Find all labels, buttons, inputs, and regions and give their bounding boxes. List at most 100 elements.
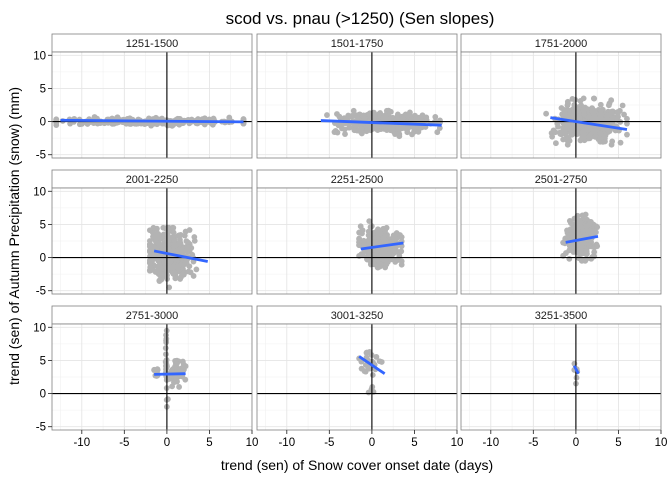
facet-panel: 2001-2250 bbox=[51, 169, 253, 295]
facet-strip-label: 2001-2250 bbox=[126, 174, 179, 186]
data-point bbox=[147, 264, 154, 271]
data-point bbox=[588, 228, 595, 235]
facet-strip-label: 2251-2500 bbox=[331, 174, 384, 186]
data-point bbox=[584, 250, 590, 257]
data-point bbox=[384, 116, 390, 122]
data-point bbox=[580, 228, 587, 234]
data-point bbox=[407, 109, 413, 116]
facet-strip-label: 1501-1750 bbox=[331, 38, 384, 50]
data-point bbox=[342, 131, 348, 138]
data-point bbox=[171, 241, 178, 248]
data-point bbox=[565, 122, 571, 129]
facet-strip-label: 3001-3250 bbox=[331, 310, 384, 322]
data-point bbox=[624, 120, 630, 127]
data-point bbox=[324, 112, 330, 118]
data-point bbox=[569, 231, 576, 237]
data-point bbox=[382, 257, 389, 263]
data-point bbox=[376, 358, 383, 365]
data-point bbox=[180, 271, 187, 278]
data-point bbox=[158, 276, 165, 283]
panel-border bbox=[460, 187, 662, 295]
panel-border bbox=[256, 187, 458, 295]
panel-border bbox=[460, 51, 662, 159]
data-point bbox=[573, 374, 580, 381]
data-point bbox=[193, 266, 200, 273]
data-point bbox=[151, 244, 158, 251]
sen-slope-fit-line bbox=[60, 118, 244, 124]
data-point bbox=[594, 243, 601, 250]
facet-strip-label: 3251-3500 bbox=[535, 310, 588, 322]
facet-strip-label: 2751-3000 bbox=[126, 310, 179, 322]
x-tick-label: 10 bbox=[246, 437, 259, 449]
panel-border bbox=[256, 51, 458, 159]
data-point bbox=[577, 219, 584, 226]
data-point bbox=[172, 378, 179, 385]
y-tick-label: 0 bbox=[40, 253, 46, 265]
x-tick-label: -5 bbox=[528, 437, 538, 449]
y-tick-label: 0 bbox=[40, 389, 46, 401]
data-point bbox=[397, 232, 403, 238]
data-point bbox=[76, 121, 83, 128]
y-tick-label: -5 bbox=[36, 150, 46, 162]
facet-panel: 3001-3250 bbox=[256, 305, 458, 431]
data-point bbox=[594, 224, 601, 231]
panel-border bbox=[51, 187, 253, 295]
data-point bbox=[153, 226, 160, 233]
data-point bbox=[606, 127, 612, 133]
data-point bbox=[372, 239, 379, 246]
data-point bbox=[369, 372, 376, 378]
data-point bbox=[621, 111, 627, 118]
data-point bbox=[569, 126, 576, 132]
data-point bbox=[371, 261, 377, 268]
data-point bbox=[148, 257, 155, 264]
data-point bbox=[580, 128, 587, 135]
data-point bbox=[164, 235, 171, 242]
data-point bbox=[163, 339, 170, 346]
data-point bbox=[190, 273, 197, 279]
data-point bbox=[382, 264, 389, 271]
y-axes: -5 0 5 10 -5 0 5 10 -5 0 5 10 bbox=[33, 50, 52, 434]
data-point bbox=[619, 102, 626, 109]
data-point bbox=[359, 227, 366, 234]
data-point bbox=[163, 332, 169, 339]
sen-slope-fit-line bbox=[550, 116, 628, 131]
facet-panel: 1501-1750 bbox=[256, 33, 458, 159]
data-point bbox=[436, 125, 443, 132]
data-point bbox=[172, 363, 178, 370]
data-point bbox=[185, 268, 192, 275]
sen-slope-fit-line bbox=[154, 372, 186, 376]
data-point bbox=[366, 111, 373, 118]
data-point bbox=[576, 114, 583, 121]
data-point bbox=[543, 110, 550, 117]
chart-title: scod vs. pnau (>1250) (Sen slopes) bbox=[226, 9, 495, 28]
data-point bbox=[624, 131, 630, 138]
data-point bbox=[335, 122, 342, 129]
data-point bbox=[183, 259, 190, 266]
data-point bbox=[91, 114, 98, 120]
data-point bbox=[369, 230, 376, 237]
data-point bbox=[392, 131, 398, 138]
data-point bbox=[153, 114, 159, 121]
data-point bbox=[608, 97, 615, 104]
data-point bbox=[346, 124, 353, 131]
data-point bbox=[175, 263, 182, 270]
data-point bbox=[564, 102, 571, 109]
data-point bbox=[84, 121, 91, 127]
data-point bbox=[624, 115, 630, 122]
data-point bbox=[553, 140, 559, 147]
x-tick-label: -10 bbox=[278, 437, 295, 449]
data-point bbox=[366, 348, 373, 355]
data-point bbox=[423, 114, 430, 121]
data-point bbox=[336, 113, 343, 120]
data-point bbox=[557, 129, 564, 136]
data-point bbox=[588, 255, 595, 262]
facet-panel: 2501-2750 bbox=[460, 169, 662, 295]
data-point bbox=[566, 255, 573, 262]
data-point bbox=[574, 126, 581, 132]
data-point bbox=[412, 116, 419, 122]
data-point bbox=[578, 250, 585, 257]
data-point bbox=[590, 95, 597, 102]
data-point bbox=[408, 116, 415, 123]
y-tick-label: 5 bbox=[40, 355, 46, 367]
